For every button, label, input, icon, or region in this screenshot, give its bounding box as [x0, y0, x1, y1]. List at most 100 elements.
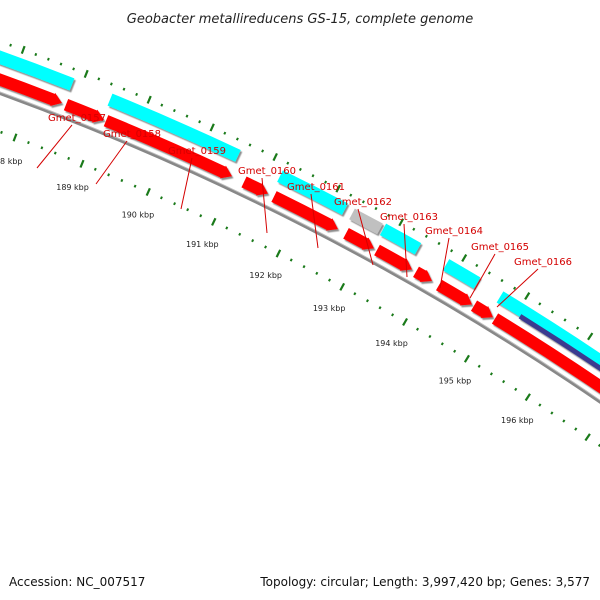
- outer-tick: [349, 193, 353, 197]
- scale-minor-tick: [289, 258, 293, 262]
- cds-arrow[interactable]: [0, 70, 62, 106]
- scale-minor-tick: [550, 411, 554, 415]
- scale-minor-tick: [514, 387, 518, 391]
- gene-label[interactable]: Gmet_0158: [103, 129, 161, 140]
- gene-label[interactable]: Gmet_0161: [287, 182, 345, 193]
- outer-tick: [59, 62, 63, 66]
- cds-arrow[interactable]: [271, 191, 338, 231]
- outer-tick: [122, 87, 126, 91]
- kbp-label: 191 kbp: [186, 240, 219, 249]
- outer-tick: [487, 271, 491, 275]
- outer-tick: [424, 234, 428, 238]
- scale-minor-tick: [67, 156, 71, 160]
- outer-tick: [272, 152, 278, 162]
- scale-minor-tick: [428, 334, 432, 339]
- cds-arrow[interactable]: [103, 115, 232, 179]
- scale-minor-tick: [391, 313, 395, 317]
- gene-label[interactable]: Gmet_0159: [168, 146, 226, 157]
- gene-feature[interactable]: [277, 170, 349, 215]
- scale-minor-tick: [53, 151, 57, 155]
- scale-minor-tick: [502, 379, 506, 384]
- scale-major-tick: [402, 317, 409, 326]
- rna-feature[interactable]: [518, 314, 600, 377]
- scale-minor-tick: [133, 184, 137, 188]
- kbp-label: 195 kbp: [439, 377, 472, 386]
- gene-feature[interactable]: [442, 259, 481, 289]
- cds-arrow[interactable]: [343, 228, 374, 250]
- scale-major-tick: [524, 393, 531, 402]
- scale-minor-tick: [0, 130, 3, 134]
- kbp-scale-labels: 188 kbp 189 kbp 190 kbp 191 kbp 192 kbp 193 k…: [0, 157, 534, 425]
- cds-arrow[interactable]: [413, 266, 432, 283]
- scale-minor-tick: [264, 245, 268, 249]
- gene-label[interactable]: Gmet_0162: [334, 197, 392, 208]
- scale-minor-tick: [489, 372, 493, 376]
- gene-label[interactable]: Gmet_0163: [380, 212, 438, 223]
- scale-minor-tick: [378, 306, 382, 310]
- outer-tick: [587, 332, 594, 341]
- gene-label[interactable]: Gmet_0166: [514, 257, 572, 268]
- gene-label-leader: [180, 157, 193, 210]
- gene-label[interactable]: Gmet_0164: [425, 226, 483, 237]
- outer-tick: [109, 82, 113, 86]
- gene-feature-track: [0, 48, 600, 377]
- scale-minor-tick: [302, 265, 306, 269]
- gene-label-leader: [403, 223, 408, 278]
- outer-tick: [524, 292, 531, 301]
- scale-minor-tick: [199, 214, 203, 218]
- topology-summary: Topology: circular; Length: 3,997,420 bp…: [260, 575, 590, 589]
- cds-arrow[interactable]: [63, 99, 104, 123]
- outer-tick: [576, 326, 580, 330]
- outer-tick: [209, 123, 215, 132]
- gene-label-leader: [469, 253, 496, 299]
- outer-tick: [135, 92, 139, 97]
- scale-minor-tick: [562, 419, 566, 423]
- scale-minor-tick: [353, 292, 357, 296]
- cds-arrow[interactable]: [374, 244, 412, 271]
- outer-tick: [475, 263, 479, 268]
- cds-arrow[interactable]: [241, 176, 268, 196]
- outer-tick: [361, 200, 365, 204]
- scale-minor-tick: [225, 226, 229, 230]
- gene-label[interactable]: Gmet_0160: [238, 166, 296, 177]
- scale-major-tick: [145, 187, 151, 197]
- cds-arrow[interactable]: [491, 313, 600, 398]
- outer-tick: [298, 167, 302, 172]
- kbp-label: 193 kbp: [313, 304, 346, 313]
- scale-major-tick: [12, 133, 18, 142]
- outer-tick: [160, 103, 164, 107]
- gene-label-leader: [439, 237, 450, 289]
- gene-feature[interactable]: [107, 93, 241, 162]
- scale-minor-tick: [315, 271, 319, 275]
- gene-label[interactable]: Gmet_0165: [471, 242, 529, 253]
- gene-label-leader: [95, 140, 128, 185]
- scale-major-tick: [79, 159, 85, 168]
- scale-minor-tick: [186, 208, 190, 212]
- backbone-highlight: [0, 91, 600, 401]
- gene-feature[interactable]: [0, 48, 75, 91]
- cds-arrow[interactable]: [435, 279, 472, 306]
- cds-arrow[interactable]: [470, 300, 493, 319]
- scale-tick-track: [0, 130, 600, 448]
- scale-minor-tick: [120, 178, 124, 183]
- outer-tick: [538, 302, 542, 306]
- outer-tick-track: [9, 43, 594, 341]
- accession-text: Accession: NC_007517: [9, 575, 146, 589]
- outer-tick: [83, 69, 89, 79]
- outer-tick: [461, 254, 468, 263]
- scale-minor-tick: [251, 239, 255, 243]
- gene-label-leader: [36, 124, 73, 169]
- gene-label[interactable]: Gmet_0157: [48, 113, 106, 124]
- outer-tick: [412, 227, 416, 231]
- scale-major-tick: [275, 249, 282, 258]
- gene-feature[interactable]: [379, 223, 422, 255]
- kbp-label: 192 kbp: [249, 271, 282, 280]
- scale-minor-tick: [238, 232, 242, 236]
- scale-minor-tick: [477, 364, 481, 368]
- gene-label-leader: [357, 208, 374, 266]
- outer-tick: [324, 180, 328, 184]
- outer-tick: [437, 241, 441, 246]
- cds-feature-track: [0, 70, 600, 398]
- other-feature[interactable]: [349, 208, 383, 235]
